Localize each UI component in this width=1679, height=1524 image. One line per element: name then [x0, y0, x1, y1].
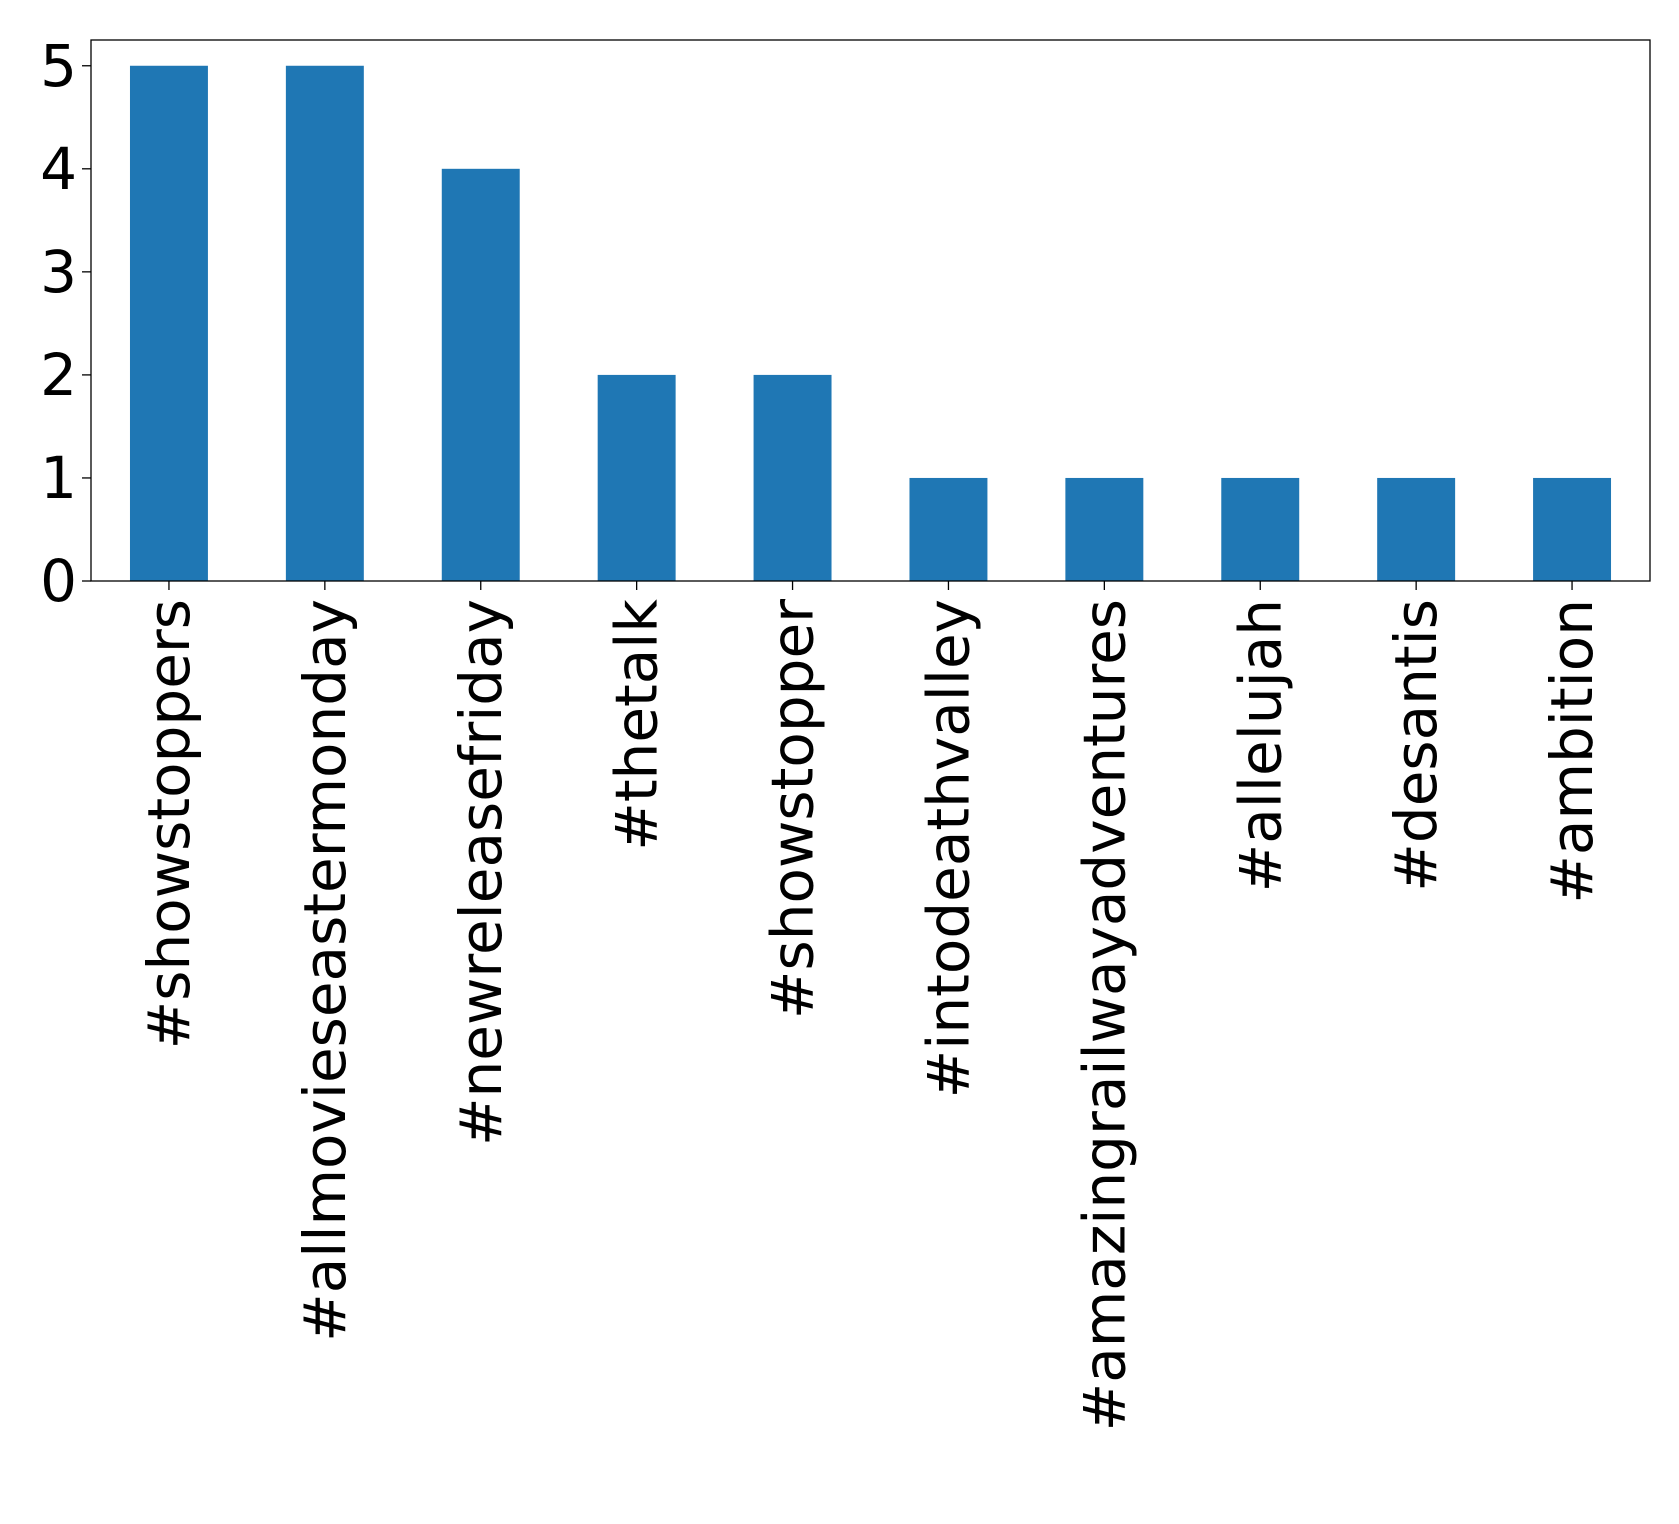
y-tick-label: 4	[40, 135, 77, 203]
bar	[909, 477, 988, 581]
bar	[441, 168, 520, 582]
bars-group	[129, 65, 1612, 582]
bar	[1377, 477, 1456, 581]
y-tick-label: 1	[40, 444, 77, 512]
bar	[129, 65, 208, 581]
x-tick-label: #amazingrailwayadventures	[1070, 599, 1138, 1431]
bar	[597, 374, 676, 581]
bar	[1533, 477, 1612, 581]
x-tick-label: #allelujah	[1226, 599, 1294, 892]
x-tick-label: #ambition	[1538, 599, 1606, 904]
x-tick-label: #newreleasefriday	[447, 599, 515, 1146]
bar	[1221, 477, 1300, 581]
x-axis: #showstoppers #allmovieseastermonday #newr…	[135, 581, 1606, 1431]
x-tick-label: #allmovieseastermonday	[291, 599, 359, 1342]
x-tick-label: #thetalk	[603, 599, 671, 851]
bar	[285, 65, 364, 581]
bar	[753, 374, 832, 581]
x-tick-label: #showstopper	[759, 599, 827, 1019]
y-axis: 0 1 2 3 4 5	[40, 32, 91, 615]
bar	[1065, 477, 1144, 581]
y-tick-label: 2	[40, 341, 77, 409]
x-tick-label: #intodeathvalley	[914, 599, 982, 1098]
y-tick-label: 0	[40, 547, 77, 615]
x-tick-label: #showstoppers	[135, 599, 203, 1049]
plot-frame	[90, 39, 1651, 582]
y-tick-label: 5	[40, 32, 77, 100]
y-tick-label: 3	[40, 238, 77, 306]
x-tick-label: #desantis	[1382, 599, 1450, 892]
